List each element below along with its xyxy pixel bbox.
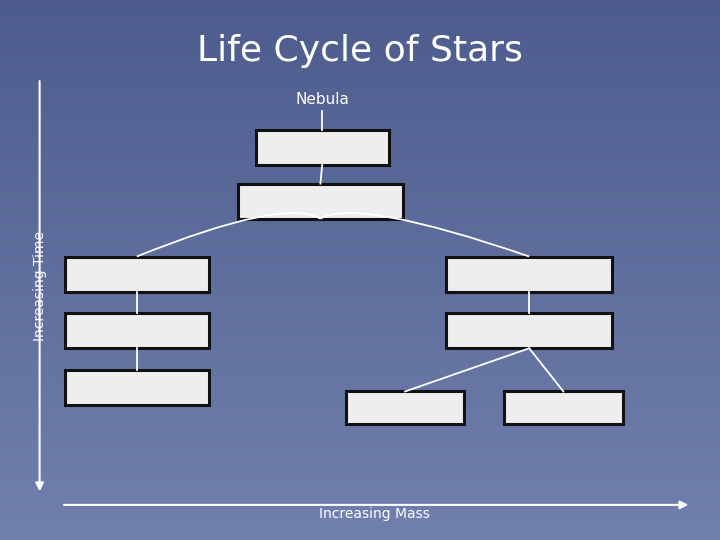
Bar <box>256 130 389 165</box>
Bar <box>65 370 209 405</box>
Bar <box>504 392 623 424</box>
Bar <box>446 256 612 292</box>
Bar <box>65 256 209 292</box>
Bar <box>446 313 612 348</box>
Bar <box>238 184 403 219</box>
Text: Life Cycle of Stars: Life Cycle of Stars <box>197 35 523 68</box>
Text: Increasing Time: Increasing Time <box>32 231 47 341</box>
Bar <box>65 313 209 348</box>
Text: Increasing Mass: Increasing Mass <box>319 507 430 521</box>
Text: Nebula: Nebula <box>295 92 349 107</box>
Bar <box>346 392 464 424</box>
